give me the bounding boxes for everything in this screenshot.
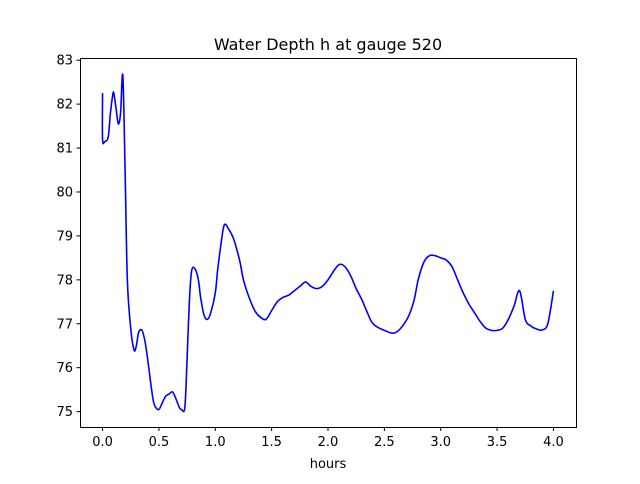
y-tick-label: 78 <box>56 273 73 288</box>
x-tick-label: 3.0 <box>430 435 451 450</box>
x-tick-label: 1.5 <box>261 435 282 450</box>
x-tick-label: 2.0 <box>318 435 339 450</box>
y-tick-label: 81 <box>56 142 73 157</box>
chart-title: Water Depth h at gauge 520 <box>214 35 442 54</box>
y-axis: 75 76 77 78 79 80 81 82 83 <box>56 54 81 420</box>
plot-area <box>80 58 576 427</box>
series-line <box>101 73 555 413</box>
y-tick-label: 83 <box>56 54 73 69</box>
x-axis: 0.0 0.5 1.0 1.5 2.0 2.5 3.0 3.5 4.0 <box>92 427 564 450</box>
x-tick-label: 0.0 <box>92 435 113 450</box>
x-tick-label: 2.5 <box>374 435 395 450</box>
y-tick-label: 80 <box>56 185 73 200</box>
x-axis-label: hours <box>310 457 347 472</box>
y-tick-label: 77 <box>56 317 73 332</box>
x-tick-label: 0.5 <box>149 435 170 450</box>
y-tick-label: 75 <box>56 405 73 420</box>
x-tick-label: 1.0 <box>205 435 226 450</box>
x-tick-label: 4.0 <box>543 435 564 450</box>
series-layer <box>101 73 555 413</box>
y-tick-label: 79 <box>56 229 73 244</box>
x-tick-label: 3.5 <box>487 435 508 450</box>
y-tick-label: 82 <box>56 98 73 113</box>
y-tick-label: 76 <box>56 361 73 376</box>
